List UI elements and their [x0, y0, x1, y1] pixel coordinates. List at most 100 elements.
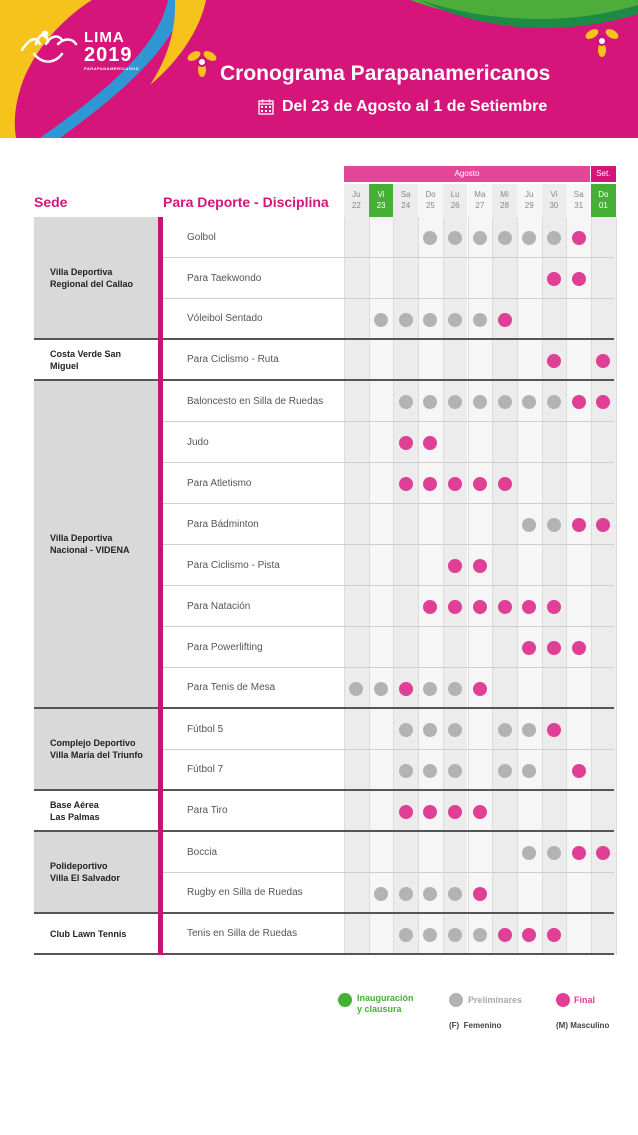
preliminary-event-dot [398, 763, 413, 778]
day-weekday: Mi [500, 190, 509, 199]
day-number: 29 [524, 201, 534, 210]
day-weekday: Sa [400, 190, 411, 199]
month-band-agosto: Agosto [344, 166, 590, 182]
preliminary-event-dot [448, 763, 463, 778]
discipline-label: Para Atletismo [163, 463, 344, 504]
venue-column-header: Sede [34, 194, 68, 210]
schedule-row [344, 791, 614, 832]
final-event-dot [398, 476, 413, 491]
day-number: 01 [598, 201, 608, 210]
day-weekday: Sa [573, 190, 584, 199]
day-number: 22 [351, 201, 361, 210]
schedule-row [344, 217, 614, 258]
final-event-dot [571, 271, 586, 286]
preliminary-event-dot [448, 681, 463, 696]
day-number: 27 [475, 201, 485, 210]
preliminary-event-dot [497, 722, 512, 737]
preliminary-event-dot [423, 763, 438, 778]
schedule-row [344, 668, 614, 709]
final-event-dot [497, 312, 512, 327]
final-event-dot [423, 435, 438, 450]
final-event-dot [546, 640, 561, 655]
venue-divider-bar [158, 340, 163, 381]
final-event-dot [448, 599, 463, 614]
day-column-bg [442, 217, 468, 955]
discipline-label: Para Bádminton [163, 504, 344, 545]
grid-line [566, 217, 568, 955]
discipline-label: Para Ciclismo - Ruta [163, 340, 344, 381]
final-event-dot [398, 435, 413, 450]
grid-line [591, 217, 592, 955]
final-event-dot [497, 599, 512, 614]
preliminary-event-dot [522, 845, 537, 860]
schedule-row [344, 381, 614, 422]
final-event-dot [448, 804, 463, 819]
preliminary-event-dot [522, 722, 537, 737]
grid-line [615, 217, 617, 955]
female-legend-note: (F) Femenino [449, 1021, 502, 1030]
preliminary-event-dot [448, 722, 463, 737]
preliminary-event-dot [546, 394, 561, 409]
day-number: 31 [574, 201, 584, 210]
discipline-label: Para Natación [163, 586, 344, 627]
final-legend-label: Final [574, 995, 596, 1005]
preliminary-event-dot [374, 681, 389, 696]
preliminary-event-dot [398, 722, 413, 737]
venue-cell: Villa Deportiva Regional del Callao [34, 217, 158, 340]
discipline-label: Golbol [163, 217, 344, 258]
logo-name: LIMA [84, 29, 125, 46]
preliminary-event-dot [423, 722, 438, 737]
final-event-dot [522, 640, 537, 655]
day-column-header: Do 01 [591, 184, 616, 217]
preliminary-event-dot [546, 230, 561, 245]
day-column-header: Do 25 [418, 184, 443, 217]
preliminary-event-dot [522, 517, 537, 532]
preliminary-event-dot [398, 394, 413, 409]
male-legend-note: (M) Masculino [556, 1021, 610, 1030]
final-event-dot [571, 230, 586, 245]
discipline-label: Baloncesto en Silla de Ruedas [163, 381, 344, 422]
date-range: Del 23 de Agosto al 1 de Setiembre [258, 96, 547, 118]
preliminary-event-dot [423, 681, 438, 696]
preliminary-event-dot [423, 230, 438, 245]
final-event-dot [423, 476, 438, 491]
day-column-header: Mi 28 [492, 184, 517, 217]
day-column-bg [541, 217, 567, 955]
final-event-dot [472, 681, 487, 696]
discipline-column-header: Para Deporte - Disciplina [163, 194, 329, 210]
day-column-header: Ju 29 [516, 184, 542, 217]
final-event-dot [546, 353, 561, 368]
preliminary-event-dot [423, 394, 438, 409]
preliminary-event-dot [423, 927, 438, 942]
schedule-row [344, 709, 614, 750]
day-weekday: Vi [377, 190, 385, 199]
day-weekday: Lu [450, 190, 460, 199]
grid-line [467, 217, 469, 955]
grid-line [516, 217, 518, 955]
final-event-dot [472, 886, 487, 901]
venue-divider-bar [158, 832, 163, 914]
final-legend-dot [556, 993, 570, 1007]
day-number: 28 [500, 201, 509, 210]
day-column-header: Vi 23 [368, 184, 394, 217]
preliminary-event-dot [472, 312, 487, 327]
discipline-label: Vóleibol Sentado [163, 299, 344, 340]
preliminary-event-dot [497, 394, 512, 409]
discipline-label: Rugby en Silla de Ruedas [163, 873, 344, 914]
venue-cell: Costa Verde San Miguel [34, 340, 158, 381]
preliminary-event-dot [472, 394, 487, 409]
final-event-dot [571, 640, 586, 655]
page-title: Cronograma Parapanamericanos [220, 62, 551, 85]
grid-line [442, 217, 444, 955]
preliminary-event-dot [398, 886, 413, 901]
preliminary-legend-dot [449, 993, 463, 1007]
schedule-row [344, 832, 614, 873]
final-event-dot [423, 804, 438, 819]
venue-divider-bar [158, 709, 163, 791]
day-column-header: Sa 24 [393, 184, 419, 217]
day-column-bg [418, 217, 443, 955]
final-event-dot [472, 558, 487, 573]
final-event-dot [596, 353, 611, 368]
day-column-bg [368, 217, 394, 955]
preliminary-event-dot [349, 681, 364, 696]
